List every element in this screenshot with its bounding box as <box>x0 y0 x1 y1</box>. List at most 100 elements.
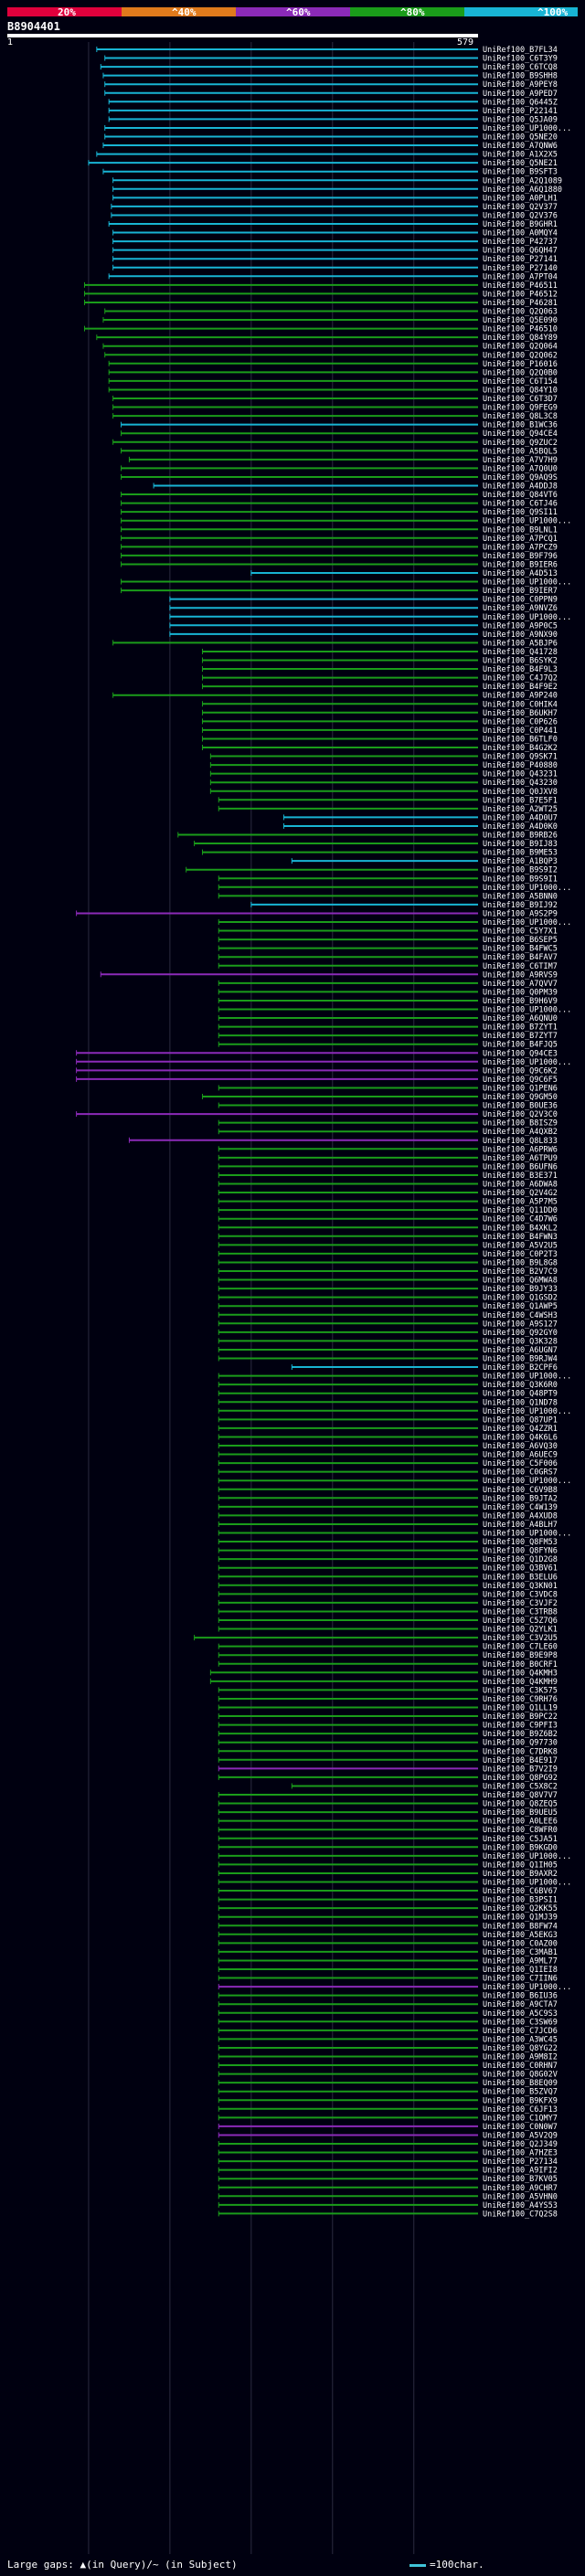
hit-label[interactable]: UniRef100_A6UEC9 <box>483 1451 558 1460</box>
hit-label[interactable]: UniRef100_C0N0W7 <box>483 2123 558 2132</box>
hit-label[interactable]: UniRef100_A9PED7 <box>483 90 558 99</box>
hit-label[interactable]: UniRef100_Q1LL19 <box>483 1704 558 1713</box>
hit-label[interactable]: UniRef100_Q87UP1 <box>483 1415 558 1425</box>
hit-label[interactable]: UniRef100_A4YS53 <box>483 2201 558 2210</box>
hit-label[interactable]: UniRef100_Q9AQ9S <box>483 473 558 482</box>
hit-label[interactable]: UniRef100_C0RHN7 <box>483 2062 558 2071</box>
hit-label[interactable]: UniRef100_Q6QH47 <box>483 247 558 256</box>
hit-label[interactable]: UniRef100_Q2J349 <box>483 2140 558 2149</box>
hit-label[interactable]: UniRef100_B9RB26 <box>483 832 558 841</box>
hit-label[interactable]: UniRef100_P27141 <box>483 255 558 264</box>
hit-label[interactable]: UniRef100_C4J7Q2 <box>483 674 558 684</box>
hit-label[interactable]: UniRef100_P46511 <box>483 281 558 291</box>
hit-label[interactable]: UniRef100_A7PT04 <box>483 272 558 281</box>
hit-label[interactable]: UniRef100_C6T3Y9 <box>483 55 558 64</box>
hit-label[interactable]: UniRef100_B6TLF0 <box>483 735 558 744</box>
hit-label[interactable]: UniRef100_Q3KN01 <box>483 1582 558 1591</box>
hit-label[interactable]: UniRef100_B3PSI1 <box>483 1896 558 1905</box>
hit-label[interactable]: UniRef100_C9RH76 <box>483 1695 558 1704</box>
hit-label[interactable]: UniRef100_C6JF13 <box>483 2105 558 2115</box>
hit-label[interactable]: UniRef100_A6QNU0 <box>483 1014 558 1023</box>
hit-label[interactable]: UniRef100_C6V9B8 <box>483 1486 558 1495</box>
hit-label[interactable]: UniRef100_UP1000... <box>483 517 571 526</box>
hit-label[interactable]: UniRef100_Q9C6K2 <box>483 1066 558 1076</box>
hit-label[interactable]: UniRef100_P42737 <box>483 238 558 247</box>
hit-label[interactable]: UniRef100_B9AXR2 <box>483 1870 558 1879</box>
hit-label[interactable]: UniRef100_Q3K328 <box>483 1337 558 1346</box>
hit-label[interactable]: UniRef100_B9LNL1 <box>483 525 558 535</box>
hit-label[interactable]: UniRef100_A4D513 <box>483 569 558 578</box>
hit-label[interactable]: UniRef100_B0UE36 <box>483 1102 558 1111</box>
hit-label[interactable]: UniRef100_C5F006 <box>483 1459 558 1468</box>
hit-label[interactable]: UniRef100_C4WSH3 <box>483 1311 558 1320</box>
hit-label[interactable]: UniRef100_B9JTA2 <box>483 1494 558 1503</box>
hit-label[interactable]: UniRef100_C6TCQ8 <box>483 63 558 72</box>
hit-label[interactable]: UniRef100_Q1MJ39 <box>483 1913 558 1923</box>
hit-label[interactable]: UniRef100_Q6MWA8 <box>483 1277 558 1286</box>
hit-label[interactable]: UniRef100_B7KV05 <box>483 2175 558 2184</box>
hit-label[interactable]: UniRef100_C6TJ46 <box>483 500 558 509</box>
hit-label[interactable]: UniRef100_C3K575 <box>483 1686 558 1695</box>
hit-label[interactable]: UniRef100_Q8L3C8 <box>483 412 558 421</box>
hit-label[interactable]: UniRef100_Q1AWP5 <box>483 1302 558 1311</box>
hit-label[interactable]: UniRef100_A9S2P9 <box>483 909 558 918</box>
hit-label[interactable]: UniRef100_A1X2X5 <box>483 151 558 160</box>
hit-label[interactable]: UniRef100_B6IU36 <box>483 1992 558 2001</box>
hit-label[interactable]: UniRef100_C0HIK4 <box>483 700 558 709</box>
hit-label[interactable]: UniRef100_A6Q1880 <box>483 186 562 195</box>
hit-label[interactable]: UniRef100_B7ZYT7 <box>483 1032 558 1041</box>
hit-label[interactable]: UniRef100_Q11DD0 <box>483 1206 558 1215</box>
hit-label[interactable]: UniRef100_Q2V377 <box>483 203 558 212</box>
hit-label[interactable]: UniRef100_C0PPN9 <box>483 596 558 605</box>
hit-label[interactable]: UniRef100_B9KFX9 <box>483 2096 558 2105</box>
hit-label[interactable]: UniRef100_A6TPU9 <box>483 1154 558 1163</box>
hit-label[interactable]: UniRef100_C4W139 <box>483 1503 558 1512</box>
hit-label[interactable]: UniRef100_A9RVS9 <box>483 970 558 980</box>
hit-label[interactable]: UniRef100_Q2KK55 <box>483 1904 558 1913</box>
hit-label[interactable]: UniRef100_B9S9I1 <box>483 875 558 884</box>
hit-label[interactable]: UniRef100_B3ELU6 <box>483 1573 558 1582</box>
hit-label[interactable]: UniRef100_B5ZVQ7 <box>483 2088 558 2097</box>
hit-label[interactable]: UniRef100_Q1IEI8 <box>483 1966 558 1975</box>
hit-label[interactable]: UniRef100_C7Q2S8 <box>483 2210 558 2219</box>
hit-label[interactable]: UniRef100_P46281 <box>483 299 558 308</box>
hit-label[interactable]: UniRef100_B0CRF1 <box>483 1660 558 1670</box>
hit-label[interactable]: UniRef100_Q4KMH3 <box>483 1669 558 1678</box>
hit-label[interactable]: UniRef100_C5JA51 <box>483 1835 558 1844</box>
hit-label[interactable]: UniRef100_C3TRB8 <box>483 1607 558 1617</box>
hit-label[interactable]: UniRef100_A5EKG3 <box>483 1931 558 1940</box>
hit-label[interactable]: UniRef100_A9S127 <box>483 1320 558 1329</box>
hit-label[interactable]: UniRef100_B9E9P8 <box>483 1651 558 1660</box>
hit-label[interactable]: UniRef100_B9JY33 <box>483 1285 558 1294</box>
hit-label[interactable]: UniRef100_B9IJ83 <box>483 840 558 849</box>
hit-label[interactable]: UniRef100_C0AZ00 <box>483 1939 558 1948</box>
hit-label[interactable]: UniRef100_A6DWA8 <box>483 1181 558 1190</box>
hit-label[interactable]: UniRef100_UP1000... <box>483 1983 571 1992</box>
hit-label[interactable]: UniRef100_Q1PEN6 <box>483 1084 558 1093</box>
hit-label[interactable]: UniRef100_A7Q0U0 <box>483 464 558 473</box>
hit-label[interactable]: UniRef100_Q5NE20 <box>483 133 558 143</box>
hit-label[interactable]: UniRef100_B4F9L3 <box>483 665 558 674</box>
hit-label[interactable]: UniRef100_UP1000... <box>483 918 571 928</box>
hit-label[interactable]: UniRef100_C3MAB1 <box>483 1948 558 1957</box>
hit-label[interactable]: UniRef100_C6BV67 <box>483 1887 558 1896</box>
hit-label[interactable]: UniRef100_UP1000... <box>483 1058 571 1067</box>
hit-label[interactable]: UniRef100_Q9GM50 <box>483 1093 558 1102</box>
hit-label[interactable]: UniRef100_Q43231 <box>483 770 558 779</box>
hit-label[interactable]: UniRef100_A5VHN0 <box>483 2192 558 2201</box>
hit-label[interactable]: UniRef100_Q9SK71 <box>483 753 558 762</box>
hit-label[interactable]: UniRef100_C6T154 <box>483 377 558 387</box>
hit-label[interactable]: UniRef100_Q3BV61 <box>483 1564 558 1574</box>
hit-label[interactable]: UniRef100_Q4ZZR1 <box>483 1425 558 1434</box>
hit-label[interactable]: UniRef100_Q1D2G8 <box>483 1555 558 1564</box>
hit-label[interactable]: UniRef100_B8ISZ9 <box>483 1119 558 1129</box>
hit-label[interactable]: UniRef100_P16016 <box>483 360 558 369</box>
hit-label[interactable]: UniRef100_P22141 <box>483 107 558 116</box>
hit-label[interactable]: UniRef100_Q4KMH9 <box>483 1678 558 1687</box>
hit-label[interactable]: UniRef100_B9IJ92 <box>483 901 558 910</box>
hit-label[interactable]: UniRef100_B6SYK2 <box>483 657 558 666</box>
hit-label[interactable]: UniRef100_B9UEU5 <box>483 1808 558 1818</box>
hit-label[interactable]: UniRef100_Q6445Z <box>483 98 558 107</box>
hit-label[interactable]: UniRef100_B4G2K2 <box>483 744 558 753</box>
hit-label[interactable]: UniRef100_A4D0U7 <box>483 813 558 822</box>
